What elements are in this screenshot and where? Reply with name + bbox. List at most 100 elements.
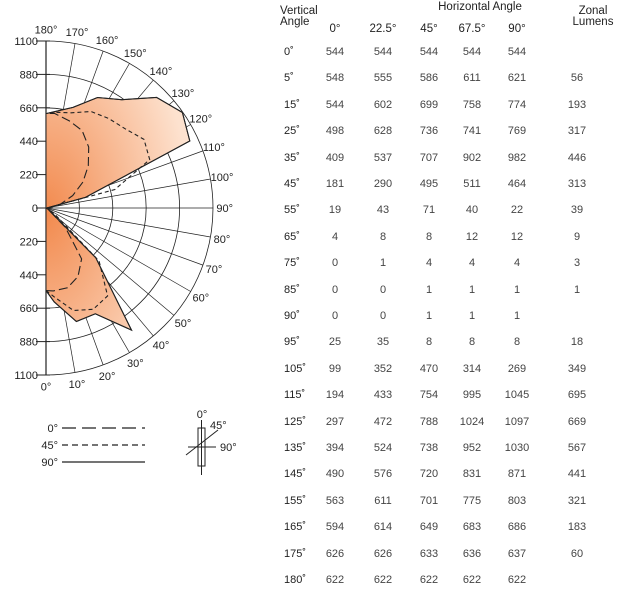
candela-cell: 701 (419, 494, 439, 507)
angle-label: 90° (216, 203, 233, 215)
candela-cell: 1097 (504, 415, 530, 428)
candela-cell: 8 (425, 230, 433, 243)
candela-cell: 788 (419, 415, 439, 428)
series-fill-90 (44, 96, 191, 332)
plane-45-line (185, 429, 219, 456)
candela-cell: 775 (462, 494, 482, 507)
candela-cell: 622 (462, 574, 482, 586)
vertical-angle-cell: 115˚ (284, 389, 306, 402)
angle-labels: 180° 170° 160° 150°140° 130° 120° 110° 100° 90° 8… (35, 24, 234, 393)
angle-label: 120° (189, 114, 212, 126)
candela-cell: 0 (331, 310, 339, 322)
candela-cell: 995 (462, 389, 482, 402)
vertical-angle-cell: 5˚ (284, 72, 294, 85)
candela-cell: 544 (373, 46, 393, 58)
grid-spoke (45, 207, 204, 266)
candela-cell: 1 (513, 310, 521, 322)
radial-tick-labels: 1100 880 660 440 220 0 220 440 660 880 1100 (14, 36, 38, 382)
candela-cell: 1 (379, 257, 387, 270)
candela-cell: 622 (325, 574, 345, 586)
column-header: 67.5° (458, 23, 486, 35)
zonal-lumens-cell: 446 (567, 151, 587, 164)
vertical-header-line2: Angle (280, 16, 310, 28)
vertical-angle-cell: 65˚ (284, 230, 300, 243)
radial-tick-label: 1100 (14, 36, 38, 48)
candela-cell: 4 (331, 230, 339, 243)
polar-plots (43, 96, 191, 332)
radial-tick-label: 220 (20, 170, 38, 182)
vertical-angle-cell: 135˚ (284, 442, 307, 454)
vertical-angle-header: Vertical Angle (280, 5, 318, 28)
radial-tick-label: 0 (32, 203, 38, 215)
vertical-angle-cell: 165˚ (284, 521, 307, 534)
legend-label: 0° (47, 423, 58, 435)
candela-cell: 524 (373, 442, 393, 454)
zonal-lumens-cell: 1 (573, 283, 581, 296)
candela-cell: 8 (513, 336, 521, 349)
zonal-header-line1: Zonal (578, 5, 608, 17)
candela-cell: 297 (325, 415, 345, 428)
polar-candela-chart: 1100 880 660 440 220 0 220 440 660 880 1100 180° 17… (14, 24, 237, 475)
candela-cell: 803 (507, 494, 527, 507)
candela-cell: 952 (462, 442, 482, 454)
plane-diagram: 0°45° 90° (185, 409, 237, 475)
candela-cell: 433 (373, 389, 393, 402)
candela-cell: 1045 (504, 389, 530, 402)
candela-cell: 982 (507, 151, 527, 164)
angle-label: 100° (211, 172, 234, 184)
vertical-angle-cell: 180˚ (284, 574, 307, 586)
candela-cell: 741 (462, 125, 482, 138)
angle-label: 160° (96, 35, 119, 47)
zonal-lumens-cell: 60 (570, 547, 584, 560)
candela-cell: 720 (419, 468, 439, 481)
candela-cell: 19 (328, 204, 342, 217)
candela-cell: 12 (465, 230, 479, 243)
candela-cell: 25 (328, 336, 342, 349)
angle-label: 150° (124, 48, 147, 60)
candela-cell: 8 (379, 230, 387, 243)
candela-cell: 1030 (504, 442, 530, 454)
candela-cell: 0 (331, 257, 339, 270)
candela-cell: 594 (325, 521, 345, 534)
candela-cell: 0 (379, 310, 387, 322)
vertical-angle-cell: 125˚ (284, 415, 307, 428)
candela-cell: 269 (507, 362, 527, 375)
candela-cell: 544 (419, 46, 439, 58)
grid-spoke (45, 207, 211, 238)
candela-cell: 636 (462, 547, 482, 560)
radial-tick-label: 220 (20, 236, 38, 248)
candela-cell: 490 (325, 468, 345, 481)
candela-cell: 548 (325, 72, 345, 85)
candela-cell: 614 (373, 521, 393, 534)
zonal-lumens-cell: 349 (567, 362, 587, 375)
vertical-header-line1: Vertical (280, 5, 318, 17)
radial-tick-label: 1100 (14, 370, 38, 382)
vertical-angle-cell: 105˚ (284, 362, 307, 375)
candela-cell: 622 (419, 574, 439, 586)
vertical-angle-cell: 0˚ (284, 46, 294, 58)
vertical-angle-cell: 35˚ (284, 151, 300, 164)
candela-cell: 686 (507, 521, 527, 534)
angle-label: 140° (150, 66, 173, 78)
vertical-angle-cell: 75˚ (284, 257, 300, 270)
candela-cell: 602 (373, 98, 393, 111)
angle-label: 110° (203, 142, 225, 154)
candela-cell: 769 (507, 125, 527, 138)
candela-cell: 611 (463, 72, 481, 85)
candela-cell: 1 (513, 283, 521, 296)
candela-cell: 495 (419, 178, 439, 190)
candela-cell: 1 (468, 283, 476, 296)
angle-label: 180° (35, 24, 58, 36)
candela-cell: 1024 (459, 415, 485, 428)
candela-cell: 314 (462, 362, 482, 375)
vertical-angle-cell: 155˚ (284, 494, 307, 507)
candela-cell: 1 (468, 310, 476, 322)
candela-cell: 544 (325, 98, 345, 111)
candela-cell: 544 (507, 46, 527, 58)
candela-cell: 611 (374, 494, 392, 507)
candela-cell: 409 (325, 151, 345, 164)
candela-cell: 902 (462, 151, 482, 164)
candela-cell: 35 (376, 336, 390, 349)
candela-cell: 22 (510, 204, 524, 217)
candela-cell: 352 (373, 362, 393, 375)
